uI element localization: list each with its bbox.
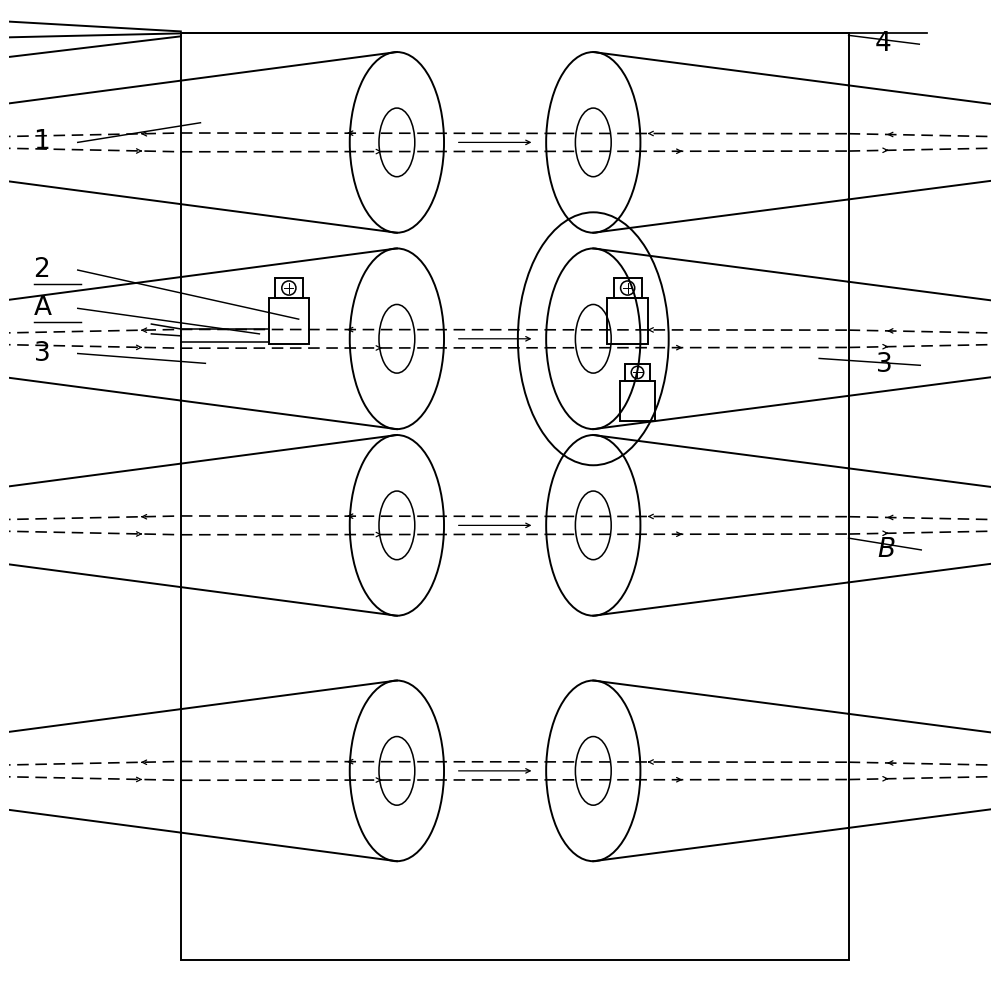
Text: 2: 2 bbox=[34, 257, 50, 283]
Text: B: B bbox=[877, 537, 895, 563]
Text: 1: 1 bbox=[34, 130, 50, 155]
Text: 3: 3 bbox=[34, 341, 50, 366]
Text: A: A bbox=[34, 296, 52, 321]
Text: 4: 4 bbox=[875, 31, 892, 57]
Text: 3: 3 bbox=[876, 353, 893, 378]
